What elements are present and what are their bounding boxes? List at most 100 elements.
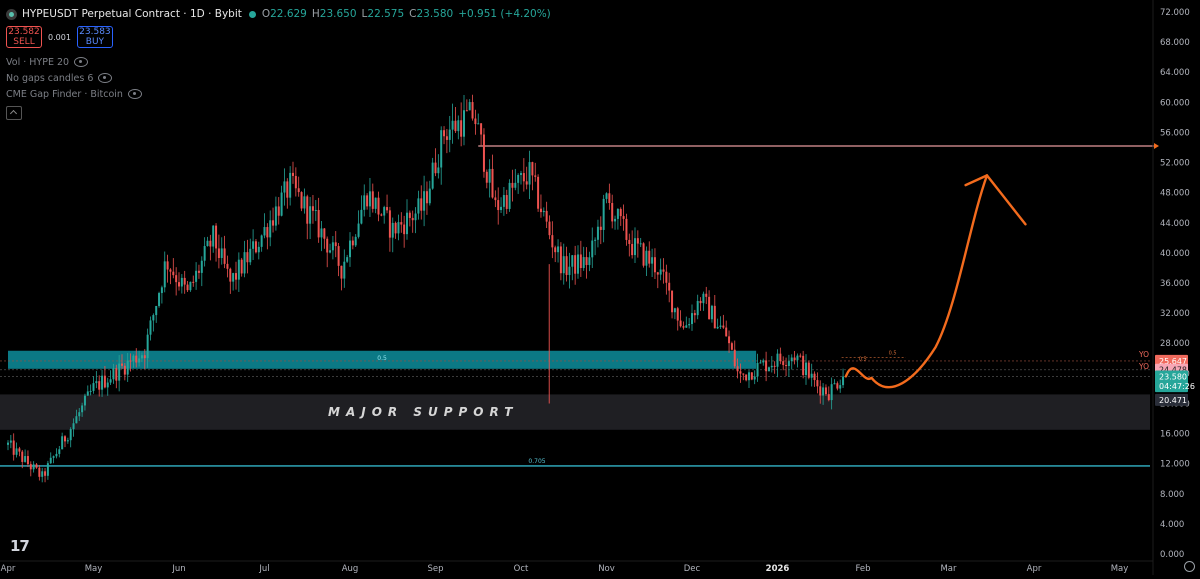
candle-body (705, 293, 708, 297)
candle-body (386, 207, 389, 211)
candle-body (215, 225, 218, 249)
close-key: C (409, 8, 417, 20)
candle-body (235, 273, 237, 280)
projection-arrow-head (964, 174, 989, 187)
candle-body (551, 235, 554, 248)
price-axis-label: 24.478 (1159, 366, 1187, 375)
candle-body (357, 223, 360, 237)
candle-body (12, 440, 15, 455)
candle-body (511, 182, 514, 188)
candle-body (103, 375, 106, 388)
price-axis-label-box (1155, 370, 1188, 383)
candle-body (716, 326, 719, 329)
candle-body (283, 181, 286, 193)
candle-body (149, 320, 152, 335)
candle-body (833, 383, 836, 385)
candle-body (294, 175, 297, 189)
x-axis-tick-label: Apr (1, 564, 16, 574)
open-value: 22.629 (270, 8, 307, 20)
buy-label: BUY (85, 37, 105, 47)
indicator-volume[interactable]: Vol · HYPE 20 (6, 54, 556, 70)
x-axis-tick-label: Jun (171, 564, 185, 574)
candle-body (9, 440, 12, 443)
major-support-zone (0, 394, 1150, 430)
y-axis-tick-label: 64.000 (1160, 68, 1190, 78)
sell-button[interactable]: 23.582 SELL (6, 26, 42, 48)
y-axis-tick-label: 0.000 (1160, 550, 1184, 560)
candle-body (502, 195, 505, 207)
candles-layer (7, 94, 845, 483)
candle-body (742, 373, 745, 375)
candle-body (539, 208, 542, 213)
candle-body (406, 212, 408, 235)
x-axis-tick-label: Aug (342, 564, 359, 574)
candle-body (728, 336, 731, 344)
candle-body (656, 272, 659, 275)
candle-body (21, 451, 24, 462)
eye-icon[interactable] (127, 89, 142, 99)
candle-body (64, 436, 66, 442)
candle-body (488, 168, 491, 183)
settings-icon[interactable] (1184, 561, 1195, 572)
candle-body (534, 175, 537, 177)
indicator-no-gaps[interactable]: No gaps candles 6 (6, 70, 556, 86)
candle-body (38, 467, 41, 477)
candle-body (485, 171, 488, 183)
candle-body (257, 246, 260, 253)
candle-body (95, 381, 98, 384)
candle-body (326, 238, 329, 253)
candle-body (81, 405, 84, 413)
candle-body (822, 387, 825, 396)
candle-body (762, 360, 765, 363)
sell-price: 23.582 (8, 27, 40, 37)
y-axis-tick-label: 4.000 (1160, 520, 1184, 530)
candle-body (18, 448, 21, 452)
projection-fib-label: 0.5 (889, 351, 897, 357)
candle-body (528, 162, 531, 185)
candle-body (146, 334, 149, 359)
candle-body (693, 313, 696, 316)
candle-body (178, 282, 180, 287)
candle-body (240, 259, 243, 274)
candle-body (309, 206, 312, 224)
candle-body (169, 269, 172, 272)
candle-body (126, 360, 129, 375)
buy-button[interactable]: 23.583 BUY (76, 26, 113, 48)
candle-body (443, 130, 446, 137)
candle-body (160, 287, 163, 294)
candle-body (172, 271, 175, 276)
candle-body (685, 325, 688, 328)
eye-icon[interactable] (98, 73, 113, 83)
indicator-cme-gap[interactable]: CME Gap Finder · Bitcoin (6, 86, 556, 102)
candle-body (787, 361, 790, 367)
candle-body (200, 260, 203, 273)
symbol-row[interactable]: HYPEUSDT Perpetual Contract · 1D · Bybit… (6, 6, 556, 22)
market-open-status-icon (248, 10, 256, 18)
indicator-label: CME Gap Finder · Bitcoin (6, 88, 123, 100)
candle-body (653, 257, 656, 273)
candle-body (44, 471, 47, 476)
candle-body (101, 375, 104, 390)
high-key: H (311, 8, 320, 20)
symbol-title[interactable]: HYPEUSDT Perpetual Contract · 1D · Bybit (22, 8, 242, 20)
candle-body (662, 269, 665, 272)
candle-body (434, 162, 437, 174)
candle-body (773, 365, 776, 367)
candle-body (793, 357, 796, 361)
candle-body (86, 391, 89, 396)
eye-icon[interactable] (74, 57, 89, 67)
candle-body (480, 123, 483, 135)
candle-body (394, 222, 397, 234)
candle-body (297, 188, 300, 193)
y-axis-tick-label: 40.000 (1160, 249, 1190, 259)
candle-body (565, 256, 568, 275)
resistance-marker-icon (1154, 142, 1159, 149)
candle-body (272, 220, 275, 226)
candle-body (368, 191, 371, 207)
yo-label: YO (1138, 362, 1149, 371)
candle-body (143, 355, 146, 359)
collapse-legend-button[interactable] (6, 106, 22, 120)
